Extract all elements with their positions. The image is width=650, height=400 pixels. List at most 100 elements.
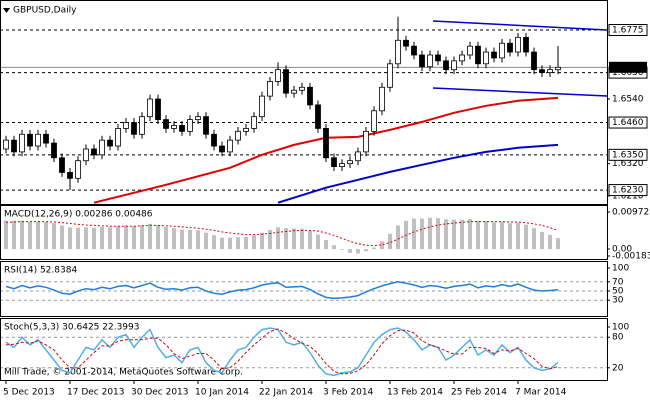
candle-body xyxy=(123,122,129,129)
macd-bar xyxy=(444,219,448,250)
moving-average xyxy=(277,143,559,204)
candle-body xyxy=(435,54,441,62)
macd-bar xyxy=(28,221,32,250)
signal-line xyxy=(5,221,559,247)
x-tick-label: 13 Feb 2014 xyxy=(387,388,443,398)
candle-body xyxy=(195,116,201,120)
macd-bar xyxy=(76,227,80,250)
macd-bar xyxy=(420,218,424,250)
candle-body xyxy=(379,86,385,112)
candle-body xyxy=(3,139,9,150)
candle-body xyxy=(291,89,297,94)
y-tick-label: 80 xyxy=(612,333,624,343)
macd-bar xyxy=(556,238,560,250)
candle-body xyxy=(43,133,49,144)
macd-bar xyxy=(500,221,504,250)
candle-body xyxy=(155,98,161,120)
macd-bar xyxy=(508,223,512,250)
candle-body xyxy=(179,125,185,132)
level-label: 1.6350 xyxy=(612,150,644,160)
candle-body xyxy=(499,42,505,59)
candle-body xyxy=(99,139,105,156)
candle-body xyxy=(323,128,329,159)
macd-bar xyxy=(140,225,144,250)
macd-bar xyxy=(44,221,48,250)
y-tick-label: 20 xyxy=(612,363,624,373)
y-tick-label: 1.6540 xyxy=(612,95,644,105)
macd-bar xyxy=(196,230,200,250)
macd-bar xyxy=(452,219,456,250)
macd-bar xyxy=(380,241,384,250)
macd-bar xyxy=(100,226,104,250)
x-tick-label: 25 Feb 2014 xyxy=(451,388,507,398)
candle-body xyxy=(27,133,33,147)
y-tick-label: 0.00 xyxy=(612,245,632,255)
macd-bar xyxy=(364,249,368,252)
candle-body xyxy=(75,160,81,179)
level-box xyxy=(608,184,648,197)
credit: Mill Trade, © 2001-2014, MetaQuotes Soft… xyxy=(4,368,243,378)
panel-title: RSI(14) 52.8384 xyxy=(4,266,77,276)
candle-body xyxy=(331,157,337,167)
level-box xyxy=(608,116,648,129)
candle-body xyxy=(131,122,137,135)
candle-body xyxy=(315,104,321,129)
macd-bar xyxy=(540,231,544,250)
trendline xyxy=(432,87,608,97)
macd-bar xyxy=(340,249,344,250)
candle-body xyxy=(259,95,265,118)
candle-body xyxy=(275,69,281,82)
candle-body xyxy=(59,157,65,173)
macd-bar xyxy=(268,229,272,250)
candle-body xyxy=(387,63,393,88)
macd-bar xyxy=(308,230,312,250)
macd-bar xyxy=(4,220,8,250)
symbol-icon xyxy=(3,8,10,13)
panel-frame xyxy=(0,318,608,381)
level-label: 1.6230 xyxy=(612,186,644,196)
panel-frame xyxy=(0,261,608,317)
x-tick-label: 17 Dec 2013 xyxy=(67,388,125,398)
y-tick-label: -0.00183 xyxy=(612,252,650,262)
panel-title: Stoch(5,3,3) 30.6425 22.3993 xyxy=(4,323,139,333)
candle-body xyxy=(219,145,225,153)
macd-bar xyxy=(92,227,96,250)
macd-bar xyxy=(492,222,496,250)
candle-body xyxy=(491,51,497,59)
candle-body xyxy=(371,110,377,132)
candle-body xyxy=(539,69,545,74)
macd-bar xyxy=(428,217,432,250)
y-tick-label: 1.6320 xyxy=(612,159,644,169)
level-box xyxy=(608,148,648,161)
x-tick-label: 7 Mar 2014 xyxy=(515,388,567,398)
level-box xyxy=(608,24,648,37)
macd-bar xyxy=(148,223,152,250)
candle-body xyxy=(19,133,25,153)
macd-bar xyxy=(108,227,112,250)
candle-body xyxy=(483,51,489,65)
candle-body xyxy=(35,133,41,147)
macd-bar xyxy=(252,235,256,250)
macd-bar xyxy=(548,234,552,250)
candle-body xyxy=(427,54,433,68)
x-tick-label: 30 Dec 2013 xyxy=(131,388,189,398)
macd-bar xyxy=(436,218,440,250)
x-tick-label: 3 Feb 2014 xyxy=(323,388,374,398)
macd-bar xyxy=(356,249,360,254)
macd-bar xyxy=(292,228,296,250)
macd-bar xyxy=(212,235,216,250)
candle-body xyxy=(163,119,169,129)
candle-body xyxy=(267,81,273,97)
indicator-line xyxy=(5,281,559,300)
macd-bar xyxy=(348,249,352,253)
macd-bar xyxy=(204,232,208,250)
macd-bar xyxy=(84,227,88,250)
candle-body xyxy=(411,45,417,56)
macd-bar xyxy=(484,221,488,250)
candle-body xyxy=(523,36,529,53)
level-label: 1.6630 xyxy=(612,68,644,78)
candle-body xyxy=(203,116,209,135)
macd-bar xyxy=(372,247,376,250)
macd-bar xyxy=(396,225,400,250)
y-tick-label: 50 xyxy=(612,287,624,297)
